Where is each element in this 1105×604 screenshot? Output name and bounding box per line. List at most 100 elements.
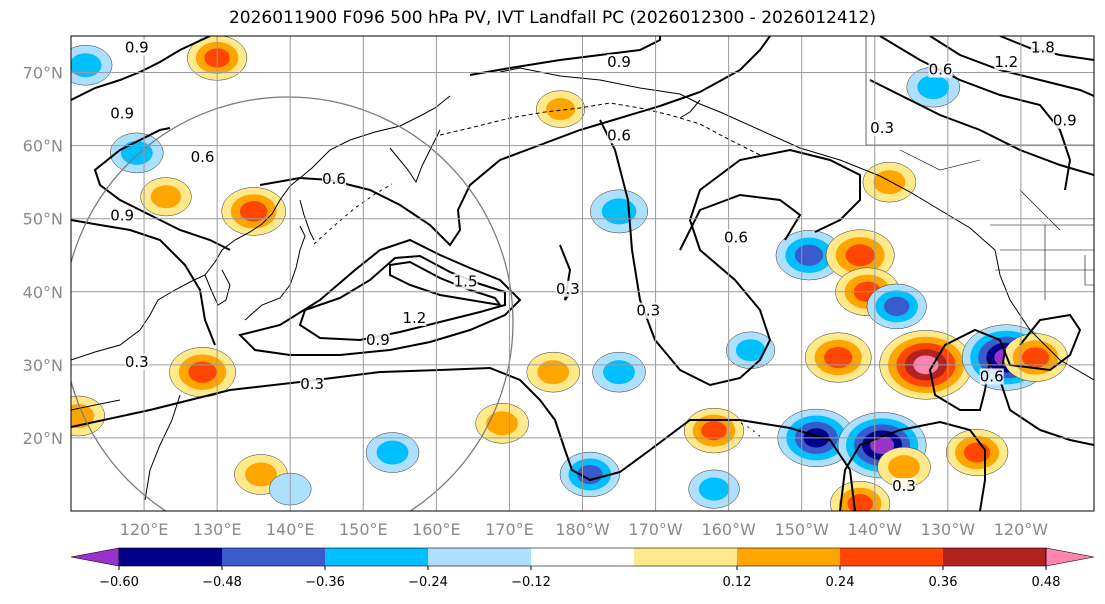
- contour-label-bg: [110, 105, 135, 122]
- lat-tick-label: 30°N: [23, 356, 63, 375]
- contour-label: 0.3: [892, 477, 916, 495]
- contour-label: 0.9: [110, 104, 134, 122]
- pc-anomaly-blob: [683, 407, 745, 454]
- contour-label-bg: [636, 302, 661, 319]
- contour-label: 0.3: [125, 353, 149, 371]
- contour-label-bg: [1052, 112, 1077, 129]
- contour-label: 0.6: [322, 170, 346, 188]
- pc-blob-level: [71, 53, 102, 78]
- contour-label-bg: [124, 353, 149, 370]
- contour-label-bg: [870, 120, 895, 136]
- pc-blob-level: [883, 296, 910, 316]
- pc-anomaly-blob: [221, 187, 286, 236]
- pc-blob-level: [239, 201, 268, 222]
- contour-label-bg: [979, 368, 1004, 385]
- colorbar-segment: [737, 548, 840, 566]
- lon-tick-label: 160°E: [412, 520, 461, 539]
- lat-tick-label: 20°N: [23, 429, 63, 448]
- pc-blob-level: [537, 360, 570, 385]
- colorbar-tick-label: 0.36: [929, 575, 958, 590]
- coastline-sakhalin: [299, 199, 315, 241]
- pc-anomaly-blob: [590, 189, 648, 234]
- graticule: [71, 36, 1094, 511]
- lon-tick-label: 150°W: [775, 520, 830, 539]
- pc-blob-level: [963, 442, 991, 463]
- pc-anomaly-blob: [169, 347, 236, 398]
- pv-contours: [71, 36, 1094, 511]
- pc-blob-level: [917, 75, 950, 100]
- pc-anomaly-blob: [140, 177, 192, 217]
- colorbar-segment: [943, 548, 1046, 566]
- colorbar-segment: [222, 548, 325, 566]
- pc-blob-level: [486, 411, 519, 436]
- lat-tick-label: 40°N: [23, 283, 63, 302]
- lon-tick-label: 130°E: [193, 520, 242, 539]
- contour-0.6-alt: [93, 127, 231, 251]
- coastline-kodiak: [679, 99, 701, 119]
- contour-label-bg: [453, 273, 478, 290]
- pc-anomaly-blob: [862, 161, 917, 203]
- colorbar-tick-label: −0.48: [202, 575, 242, 590]
- pc-anomaly-blob: [866, 283, 927, 330]
- pc-blob-level: [845, 244, 875, 267]
- pc-blob-level: [71, 404, 95, 428]
- pc-blob-level: [824, 346, 853, 369]
- pc-anomaly-blob: [559, 451, 620, 498]
- pc-blob-level: [794, 244, 824, 266]
- contour-label-bg: [110, 207, 135, 224]
- contour-labels: 0.9 0.9 0.9 0.6 0.6 1.5 1.2 0.9 0.3 0.3 0.3 0.9 0.6 0…: [110, 39, 1077, 495]
- colorbar: −0.60 −0.48 −0.36 −0.24 −0.12 0.12 0.24 0.36 0.4…: [70, 547, 1095, 590]
- pc-blob-level: [601, 198, 637, 225]
- map-title: 2026011900 F096 500 hPa PV, IVT Landfall…: [228, 8, 876, 28]
- contour-label-bg: [402, 310, 427, 326]
- pc-anomaly-blob: [726, 331, 776, 369]
- coastline-asia: [71, 95, 451, 361]
- contour-label-bg: [190, 149, 215, 166]
- landfall-region-circle: [71, 96, 514, 511]
- contour-0.3-ne: [869, 79, 1094, 176]
- lat-tick-label: 50°N: [23, 210, 63, 229]
- contour-label: 0.6: [980, 367, 1004, 385]
- contour-label: 0.6: [724, 229, 748, 247]
- contour-1.2: [298, 254, 506, 342]
- contour-label-bg: [723, 229, 748, 246]
- pc-blob-level: [873, 170, 906, 195]
- lon-tick-label: 140°E: [266, 520, 315, 539]
- pc-blob-level: [188, 361, 217, 383]
- contour-1.5: [389, 260, 503, 307]
- map-frame: [70, 35, 1095, 512]
- contour-label-bg: [607, 54, 632, 71]
- lat-tick-label: 70°N: [23, 64, 63, 83]
- contour-label: 1.2: [994, 53, 1018, 71]
- coastline-aleutians: [439, 102, 761, 156]
- contour-label: 0.3: [636, 302, 660, 320]
- contour-label: 1.8: [1031, 39, 1055, 57]
- longitude-labels: 120°E 130°E 140°E 150°E 160°E 170°E 180°W 170°W…: [120, 520, 1049, 539]
- contour-label-bg: [1030, 39, 1055, 56]
- colorbar-tick-label: −0.36: [305, 575, 345, 590]
- lon-tick-label: 120°E: [120, 520, 169, 539]
- colorbar-segment: [325, 548, 428, 566]
- coastline-korea: [204, 269, 231, 306]
- pc-blob-level: [376, 440, 409, 465]
- contour-label: 0.9: [366, 331, 390, 349]
- contour-label: 0.3: [300, 375, 324, 393]
- pc-shading-layer: [71, 36, 1068, 511]
- pc-blob-level: [603, 360, 635, 385]
- contour-label-bg: [607, 127, 632, 144]
- contour-0.6-ne: [879, 36, 1072, 191]
- pc-anomaly-blob: [825, 229, 895, 282]
- pc-anomaly-blob: [365, 432, 420, 473]
- colorbar-tick-label: −0.12: [511, 575, 551, 590]
- colorbar-extend-low: [70, 547, 120, 567]
- contour-label: 0.9: [1053, 112, 1077, 130]
- contour-label: 1.5: [454, 272, 478, 290]
- pc-blob-level: [120, 140, 153, 165]
- colorbar-segment: [531, 548, 634, 566]
- coastline-taiwan-phil: [144, 394, 181, 501]
- pc-anomaly-blob: [775, 230, 843, 281]
- contour-0.6: [259, 36, 771, 247]
- colorbar-outline: [118, 547, 1047, 567]
- contour-label: 0.3: [870, 119, 894, 137]
